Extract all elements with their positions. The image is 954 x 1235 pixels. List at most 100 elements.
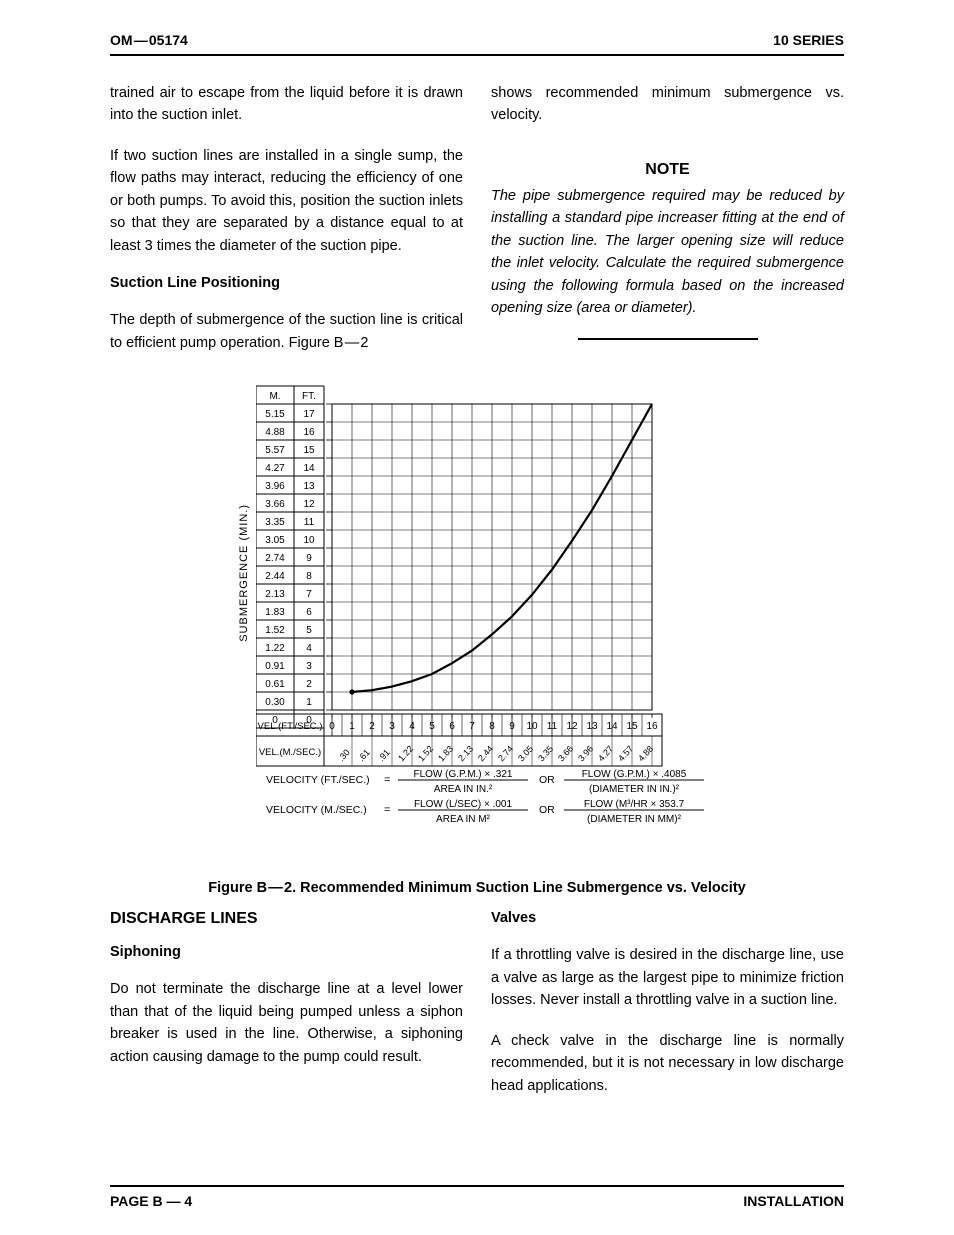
svg-text:FLOW (M³/HR × 353.7: FLOW (M³/HR × 353.7: [584, 799, 685, 810]
subhead-siphoning: Siphoning: [110, 944, 463, 960]
svg-text:14: 14: [303, 463, 315, 474]
svg-text:FLOW (L/SEC) × .001: FLOW (L/SEC) × .001: [414, 799, 513, 810]
figure-caption: Figure B — 2. Recommended Minimum Suctio…: [110, 880, 844, 896]
top-columns: trained air to escape from the liquid be…: [110, 82, 844, 354]
svg-text:VEL.(M./SEC.): VEL.(M./SEC.): [259, 747, 321, 758]
svg-text:9: 9: [306, 553, 312, 564]
svg-text:5: 5: [429, 721, 435, 732]
page-header: OM — 05174 10 SERIES: [110, 32, 844, 56]
page-number: PAGE B — 4: [110, 1193, 192, 1209]
bottom-columns: DISCHARGE LINES Siphoning Do not termina…: [110, 910, 844, 1097]
svg-text:3: 3: [389, 721, 395, 732]
series-label: 10 SERIES: [773, 32, 844, 48]
svg-text:1.22: 1.22: [265, 643, 285, 654]
section-discharge-lines: DISCHARGE LINES: [110, 910, 463, 928]
svg-text:3.66: 3.66: [556, 744, 575, 764]
top-left-col: trained air to escape from the liquid be…: [110, 82, 463, 354]
svg-text:10: 10: [526, 721, 538, 732]
svg-text:6: 6: [449, 721, 455, 732]
para-shows-recommended: shows recommended minimum submergence vs…: [491, 82, 844, 127]
svg-text:5: 5: [306, 625, 312, 636]
svg-text:3: 3: [306, 661, 312, 672]
svg-text:3.96: 3.96: [265, 481, 285, 492]
subhead-valves: Valves: [491, 910, 844, 926]
doc-id: OM — 05174: [110, 32, 188, 48]
svg-text:15: 15: [303, 445, 315, 456]
svg-text:3.05: 3.05: [516, 744, 535, 764]
svg-text:2.74: 2.74: [265, 553, 285, 564]
svg-text:11: 11: [304, 517, 315, 528]
top-right-col: shows recommended minimum submergence vs…: [491, 82, 844, 354]
svg-text:2: 2: [306, 679, 312, 690]
section-label: INSTALLATION: [743, 1193, 844, 1209]
para-valves-2: A check valve in the discharge line is n…: [491, 1030, 844, 1097]
svg-text:7: 7: [306, 589, 312, 600]
note-rule: [578, 338, 758, 340]
svg-text:1.22: 1.22: [396, 744, 415, 764]
svg-text:16: 16: [646, 721, 658, 732]
svg-text:4.88: 4.88: [265, 427, 285, 438]
svg-text:VEL.(FT./SEC.): VEL.(FT./SEC.): [258, 721, 323, 732]
svg-text:VELOCITY (FT./SEC.): VELOCITY (FT./SEC.): [266, 774, 370, 786]
svg-text:12: 12: [566, 721, 578, 732]
svg-text:13: 13: [586, 721, 598, 732]
svg-text:11: 11: [547, 721, 558, 732]
svg-text:4: 4: [306, 643, 312, 654]
svg-text:4.27: 4.27: [265, 463, 285, 474]
svg-text:VELOCITY (M./SEC.): VELOCITY (M./SEC.): [266, 804, 367, 816]
svg-text:2: 2: [369, 721, 375, 732]
svg-text:8: 8: [306, 571, 312, 582]
figure-wrap: SUBMERGENCE (MIN.) M.FT.5.15174.88165.57…: [110, 384, 844, 854]
svg-text:3.96: 3.96: [576, 744, 595, 764]
para-two-suction: If two suction lines are installed in a …: [110, 145, 463, 257]
svg-text:7: 7: [469, 721, 475, 732]
svg-text:4: 4: [409, 721, 415, 732]
note-body: The pipe submergence required may be red…: [491, 185, 844, 320]
chart-holder: SUBMERGENCE (MIN.) M.FT.5.15174.88165.57…: [238, 384, 716, 854]
para-trained-air: trained air to escape from the liquid be…: [110, 82, 463, 127]
svg-text:1: 1: [349, 721, 355, 732]
svg-text:1.52: 1.52: [265, 625, 285, 636]
svg-text:1.52: 1.52: [416, 744, 435, 764]
svg-text:1: 1: [306, 697, 312, 708]
svg-text:2.44: 2.44: [265, 571, 285, 582]
svg-text:2.13: 2.13: [265, 589, 285, 600]
svg-text:2.74: 2.74: [496, 744, 515, 764]
svg-text:AREA IN M²: AREA IN M²: [436, 814, 491, 825]
svg-text:14: 14: [606, 721, 618, 732]
svg-text:12: 12: [303, 499, 315, 510]
svg-text:4.88: 4.88: [636, 744, 655, 764]
svg-text:0.30: 0.30: [265, 697, 285, 708]
svg-text:.91: .91: [376, 748, 392, 764]
svg-text:0.91: 0.91: [265, 661, 285, 672]
svg-text:6: 6: [306, 607, 312, 618]
chart-y-axis-label: SUBMERGENCE (MIN.): [238, 504, 250, 642]
submergence-chart: M.FT.5.15174.88165.57154.27143.96133.661…: [256, 384, 716, 854]
para-siphoning: Do not terminate the discharge line at a…: [110, 978, 463, 1068]
subhead-suction-positioning: Suction Line Positioning: [110, 275, 463, 291]
svg-text:2.44: 2.44: [476, 744, 495, 764]
page-footer: PAGE B — 4 INSTALLATION: [110, 1185, 844, 1209]
svg-text:AREA IN IN.²: AREA IN IN.²: [434, 784, 493, 795]
svg-text:2.13: 2.13: [456, 744, 475, 764]
bottom-left-col: DISCHARGE LINES Siphoning Do not termina…: [110, 910, 463, 1097]
svg-text:3.66: 3.66: [265, 499, 285, 510]
svg-text:4.57: 4.57: [616, 744, 635, 764]
svg-text:3.35: 3.35: [536, 744, 555, 764]
svg-text:9: 9: [509, 721, 515, 732]
svg-text:4.27: 4.27: [596, 744, 615, 764]
svg-text:0: 0: [329, 721, 335, 732]
svg-text:FLOW (G.P.M.) × .4085: FLOW (G.P.M.) × .4085: [582, 769, 687, 780]
svg-text:=: =: [384, 804, 390, 816]
para-depth: The depth of submergence of the suction …: [110, 309, 463, 354]
svg-text:3.35: 3.35: [265, 517, 285, 528]
svg-text:13: 13: [303, 481, 315, 492]
svg-text:FLOW (G.P.M.) × .321: FLOW (G.P.M.) × .321: [413, 769, 512, 780]
svg-text:10: 10: [303, 535, 315, 546]
svg-text:16: 16: [303, 427, 315, 438]
svg-text:OR: OR: [539, 774, 555, 786]
svg-text:=: =: [384, 774, 390, 786]
svg-text:8: 8: [489, 721, 495, 732]
svg-text:5.57: 5.57: [265, 445, 285, 456]
svg-text:5.15: 5.15: [265, 409, 285, 420]
